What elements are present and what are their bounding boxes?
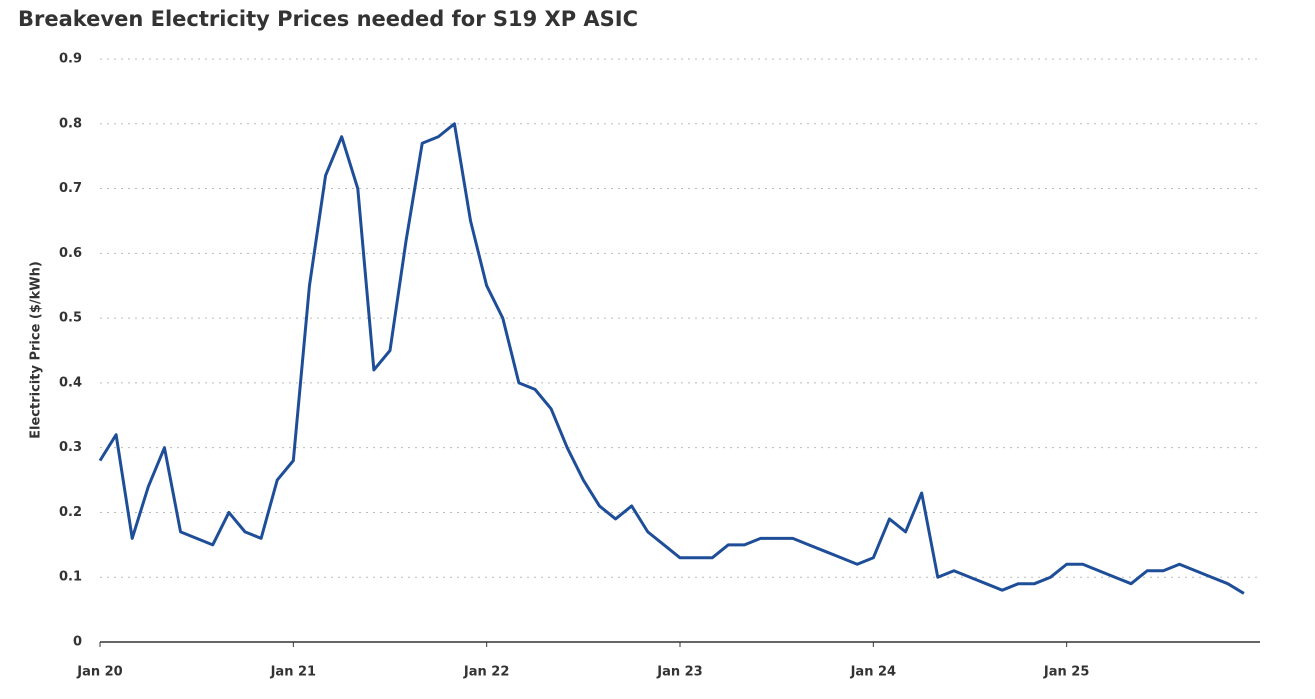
- x-tick-label: Jan 24: [850, 665, 896, 680]
- y-tick-label: 0.4: [59, 375, 82, 390]
- y-tick-label: 0.1: [59, 570, 82, 585]
- y-tick-label: 0.9: [59, 52, 82, 67]
- y-tick-label: 0.5: [59, 311, 82, 326]
- y-tick-label: 0: [73, 635, 82, 650]
- x-tick-label: Jan 21: [270, 665, 316, 680]
- x-tick-label: Jan 25: [1043, 665, 1089, 680]
- y-tick-label: 0.8: [59, 116, 82, 131]
- x-tick-label: Jan 23: [656, 665, 702, 680]
- x-tick-label: Jan 20: [76, 665, 122, 680]
- y-tick-label: 0.6: [59, 246, 82, 261]
- chart-title: Breakeven Electricity Prices needed for …: [18, 7, 638, 31]
- y-axis-label: Electricity Price ($/kWh): [29, 261, 44, 439]
- y-tick-label: 0.3: [59, 440, 82, 455]
- y-tick-label: 0.7: [59, 181, 82, 196]
- y-tick-label: 0.2: [59, 505, 82, 520]
- line-series: [98, 122, 1245, 595]
- x-tick-label: Jan 22: [463, 665, 509, 680]
